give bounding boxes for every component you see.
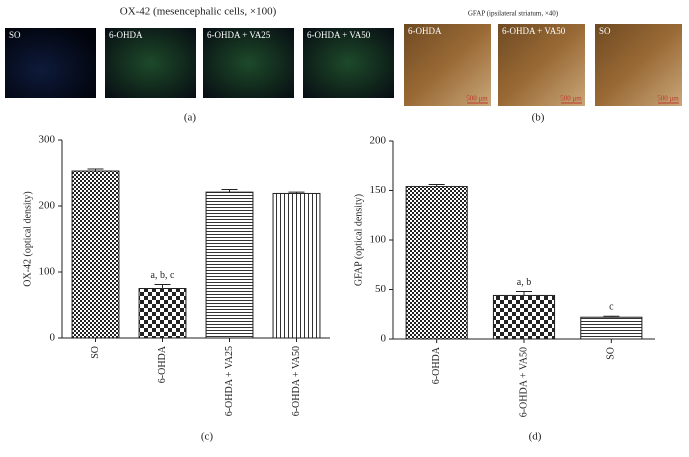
- x-tick-label: 6-OHDA + VA50: [518, 347, 529, 417]
- y-tick-label: 50: [375, 283, 387, 295]
- error-bar: [154, 284, 171, 289]
- scale-label: 500 μm: [560, 95, 582, 103]
- error-bar: [428, 184, 445, 187]
- y-tick-label: 0: [50, 332, 56, 344]
- bar: [138, 288, 187, 339]
- micrograph: [203, 28, 294, 98]
- image-label: 6-OHDA: [408, 26, 442, 36]
- y-tick-label: 100: [370, 234, 387, 246]
- micrograph: [303, 28, 394, 98]
- image-label: 6-OHDA: [109, 30, 143, 40]
- x-tick-label: SO: [606, 347, 617, 360]
- x-tick-label: 6-OHDA: [431, 346, 442, 384]
- micrograph: [595, 24, 682, 106]
- scale-label: 500 μm: [466, 95, 488, 103]
- bar-label: a, b, c: [151, 270, 175, 281]
- x-tick-label: 6-OHDA + VA50: [291, 346, 302, 416]
- y-tick-label: 200: [370, 135, 387, 147]
- bar-label: c: [609, 302, 614, 313]
- bar: [405, 186, 468, 340]
- bar: [71, 170, 120, 339]
- x-tick-label: 6-OHDA: [157, 345, 168, 383]
- bar: [492, 294, 556, 340]
- image-label: SO: [9, 30, 21, 40]
- error-bar: [288, 191, 305, 194]
- scale-label: 500 μm: [657, 95, 679, 103]
- panel-label: (b): [532, 112, 545, 124]
- micrograph: [498, 24, 585, 106]
- error-bar: [516, 290, 532, 296]
- bar: [205, 191, 254, 339]
- micrograph: [5, 28, 96, 98]
- y-tick-label: 100: [39, 266, 56, 278]
- panel-label: (c): [201, 431, 214, 443]
- y-tick-label: 200: [39, 200, 56, 212]
- image-label: 6-OHDA + VA25: [207, 30, 271, 40]
- panel-label: (a): [184, 112, 197, 124]
- right-title: GFAP (ipsilateral striatum, ×40): [468, 10, 559, 18]
- x-tick-label: 6-OHDA + VA25: [224, 346, 235, 416]
- left-title: OX-42 (mesencephalic cells, ×100): [120, 6, 277, 18]
- error-bar: [603, 315, 620, 318]
- micrograph: [404, 24, 491, 106]
- error-bar: [221, 189, 238, 193]
- bar: [272, 192, 321, 339]
- x-tick-label: SO: [90, 346, 101, 359]
- y-tick-label: 300: [39, 134, 56, 146]
- micrograph: [105, 28, 196, 98]
- image-label: 6-OHDA + VA50: [502, 26, 566, 36]
- y-axis-label: GFAP (optical density): [353, 194, 364, 286]
- image-label: SO: [599, 26, 611, 36]
- panel-label: (d): [529, 431, 542, 443]
- y-tick-label: 0: [381, 333, 387, 345]
- error-bar: [87, 168, 104, 172]
- bar-label: a, b: [517, 277, 531, 288]
- image-label: 6-OHDA + VA50: [307, 30, 371, 40]
- y-axis-label: OX-42 (optical density): [22, 191, 33, 287]
- y-tick-label: 150: [370, 184, 387, 196]
- bar: [580, 316, 643, 340]
